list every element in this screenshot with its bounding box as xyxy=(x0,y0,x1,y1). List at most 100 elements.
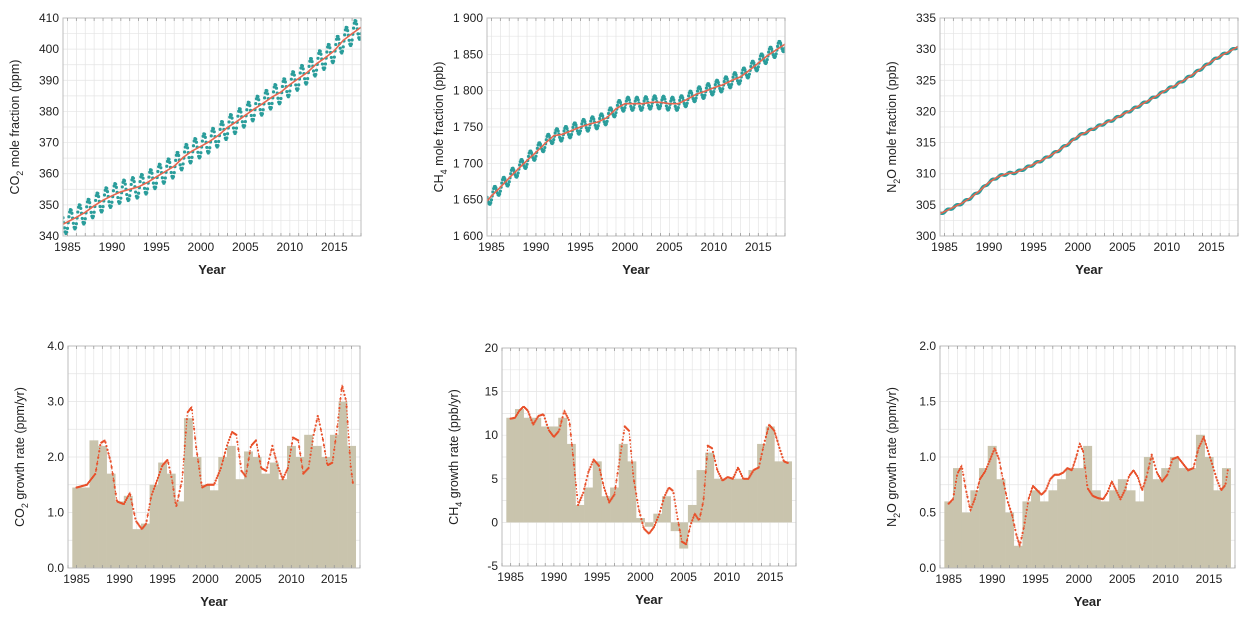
growth-curve-dot xyxy=(1112,483,1115,486)
monthly-dot xyxy=(265,92,270,96)
monthly-dot xyxy=(647,103,651,108)
monthly-dot xyxy=(283,77,287,81)
growth-curve-dot xyxy=(702,497,705,500)
monthly-dot xyxy=(98,204,102,209)
plot-area xyxy=(506,405,792,549)
growth-curve-dot xyxy=(514,415,517,418)
growth-bar xyxy=(1213,490,1223,568)
growth-curve-dot xyxy=(532,423,535,426)
monthly-dot xyxy=(87,198,91,202)
monthly-dot xyxy=(212,130,216,134)
growth-curve-dot xyxy=(1076,449,1079,453)
growth-curve-dot xyxy=(642,526,645,529)
growth-curve-dot xyxy=(281,478,284,481)
growth-curve-dot xyxy=(195,445,198,449)
growth-curve-dot xyxy=(700,508,703,511)
growth-curve-dot xyxy=(190,409,194,412)
growth-curve-dot xyxy=(1136,474,1139,478)
monthly-dot xyxy=(198,155,202,159)
growth-curve-dot xyxy=(111,472,114,475)
monthly-dot xyxy=(149,168,153,172)
growth-bar xyxy=(1178,468,1188,568)
monthly-dot xyxy=(94,198,98,203)
growth-curve-dot xyxy=(749,474,752,477)
monthly-dot xyxy=(749,64,753,69)
growth-bar xyxy=(1022,501,1032,568)
x-tick-label: 2000 xyxy=(627,570,654,584)
growth-curve-dot xyxy=(284,471,287,474)
x-tick-label: 2000 xyxy=(192,572,219,586)
monthly-dot xyxy=(638,104,642,109)
growth-curve-dot xyxy=(600,477,604,480)
growth-curve-dot xyxy=(989,458,992,461)
monthly-dot xyxy=(552,137,556,142)
growth-curve-dot xyxy=(964,485,967,488)
growth-curve-dot xyxy=(564,412,567,415)
y-tick-label: 1 700 xyxy=(453,156,483,170)
growth-curve-dot xyxy=(1045,487,1048,490)
y-tick-label: 2.0 xyxy=(47,450,64,464)
monthly-dot xyxy=(571,125,575,129)
monthly-dot xyxy=(305,81,309,85)
monthly-dot xyxy=(716,80,720,85)
trend-line xyxy=(940,45,1238,215)
growth-curve-dot xyxy=(1223,484,1226,487)
monthly-dot xyxy=(618,100,623,105)
monthly-dot xyxy=(761,53,765,58)
growth-curve-dot xyxy=(99,444,102,447)
growth-curve-dot xyxy=(777,443,780,446)
growth-curve-dot xyxy=(685,539,689,542)
monthly-dot xyxy=(254,101,258,106)
y-axis-label-rest: O mole fraction (ppb) xyxy=(885,61,899,178)
growth-curve-dot xyxy=(694,513,697,516)
growth-bar xyxy=(1169,457,1179,568)
monthly-dot xyxy=(684,104,689,108)
monthly-dot xyxy=(243,124,247,128)
y-axis-label: CO2 growth rate (ppm/yr) xyxy=(13,387,30,527)
growth-curve-dot xyxy=(776,439,779,442)
growth-curve-dot xyxy=(319,428,322,431)
monthly-dot xyxy=(78,203,82,207)
growth-bar xyxy=(1031,490,1041,568)
monthly-dot xyxy=(120,185,124,189)
monthly-dot xyxy=(337,37,341,41)
x-tick-label: 1990 xyxy=(976,240,1003,254)
monthly-dot xyxy=(596,124,600,128)
growth-curve-dot xyxy=(133,512,136,515)
growth-curve-dot xyxy=(566,416,569,419)
growth-curve-dot xyxy=(738,470,742,473)
growth-curve-dot xyxy=(561,416,564,419)
monthly-dot xyxy=(642,99,646,103)
growth-bar xyxy=(321,457,331,568)
growth-curve-dot xyxy=(711,450,715,454)
monthly-dot xyxy=(85,205,89,209)
monthly-dot xyxy=(297,83,301,87)
monthly-dot xyxy=(314,68,319,72)
y-tick-label: 1.0 xyxy=(47,506,64,520)
monthly-dot xyxy=(102,193,107,197)
growth-curve-dot xyxy=(567,418,570,421)
monthly-dot xyxy=(216,143,220,148)
growth-curve-dot xyxy=(579,498,582,502)
x-tick-label: 2000 xyxy=(1065,240,1092,254)
monthly-dot xyxy=(80,216,84,221)
monthly-dot xyxy=(140,173,144,177)
minor-ticks xyxy=(67,346,361,568)
monthly-dot xyxy=(132,180,136,184)
monthly-dot xyxy=(221,123,225,127)
growth-bar xyxy=(627,461,637,523)
monthly-dot xyxy=(669,99,673,103)
monthly-dot xyxy=(775,44,780,48)
growth-curve-dot xyxy=(1208,456,1212,459)
growth-bar xyxy=(1057,479,1067,568)
growth-curve-dot xyxy=(180,480,183,483)
gridlines xyxy=(487,17,786,237)
y-tick-label: 335 xyxy=(916,11,936,25)
growth-bar xyxy=(347,445,357,568)
x-tick-label: 2000 xyxy=(612,240,639,254)
growth-curve-dot xyxy=(1198,444,1201,447)
monthly-dot xyxy=(712,90,716,94)
monthly-dot xyxy=(258,108,262,112)
growth-curve-dot xyxy=(636,498,639,502)
growth-curve-dot xyxy=(273,452,276,455)
